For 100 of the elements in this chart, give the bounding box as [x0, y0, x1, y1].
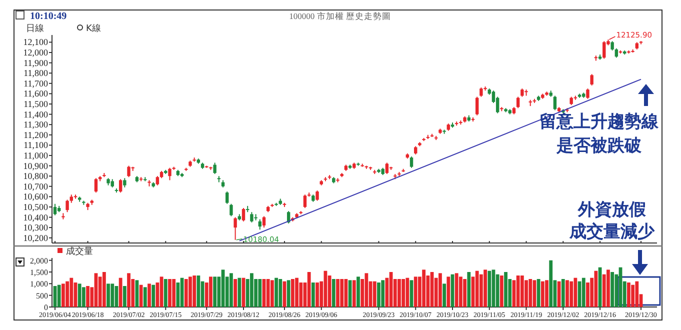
candlestick — [614, 48, 618, 58]
bar — [184, 279, 188, 307]
y-tick-label: 10,500 — [23, 202, 48, 212]
candlestick — [410, 156, 414, 168]
bar — [78, 284, 82, 307]
y-tick-label: 11,200 — [24, 130, 48, 140]
bar — [234, 279, 238, 307]
bar — [148, 284, 151, 307]
bar — [356, 276, 360, 307]
candlestick — [118, 178, 122, 194]
chart-subtitle: 日線 — [26, 23, 44, 34]
bar — [213, 276, 217, 307]
bar — [402, 279, 406, 307]
candlestick — [242, 207, 246, 222]
bar — [118, 278, 122, 307]
candlestick — [258, 218, 262, 230]
bar — [504, 272, 508, 307]
candlestick — [303, 194, 307, 208]
annotation: 留意上升趨勢線 — [540, 112, 660, 132]
y-tick-label: 12,000 — [23, 48, 48, 58]
y-tick-label: 10,800 — [23, 171, 48, 182]
candlestick — [156, 176, 160, 186]
bar — [110, 284, 114, 307]
bar — [442, 284, 446, 307]
bar — [574, 278, 578, 307]
bar — [528, 279, 532, 307]
y-tick-label: 11,700 — [24, 78, 48, 88]
candlestick — [480, 87, 483, 98]
candlestick — [127, 165, 130, 178]
bar — [631, 284, 635, 307]
candlestick — [590, 74, 594, 86]
text: K線 — [86, 23, 101, 34]
y-tick-label: 11,800 — [24, 68, 48, 78]
bar — [102, 272, 106, 307]
candlestick — [226, 191, 229, 204]
y-tick-label: 11,900 — [24, 58, 48, 68]
bar — [582, 278, 586, 307]
bar — [377, 282, 380, 307]
bar — [278, 279, 282, 307]
candlestick — [586, 88, 590, 100]
bar — [66, 281, 69, 307]
bar — [475, 270, 479, 307]
candlestick — [262, 216, 266, 228]
y-tick-label: 11,600 — [24, 88, 48, 99]
bar — [594, 270, 598, 307]
bar — [536, 279, 540, 307]
bar — [406, 278, 410, 307]
candlestick — [553, 95, 557, 111]
bar — [516, 276, 520, 307]
y-tick-label: 10,400 — [23, 212, 48, 222]
bar — [266, 279, 270, 307]
bar — [372, 281, 376, 307]
bar — [70, 278, 74, 307]
bar — [610, 272, 614, 307]
y-tick-label: 12,100 — [23, 37, 48, 48]
bar — [230, 273, 233, 307]
bar — [463, 279, 466, 307]
bar — [520, 276, 524, 307]
bar — [143, 287, 147, 307]
candlestick — [316, 190, 319, 202]
y-tick-label: 0 — [44, 303, 48, 312]
legend-label: 成交量 — [66, 246, 93, 257]
y-tick-label: 11,500 — [24, 98, 48, 109]
bar — [467, 272, 471, 307]
bar — [168, 279, 172, 307]
bar — [540, 281, 544, 307]
bar — [307, 272, 311, 307]
y-tick-label: 10,900 — [23, 160, 48, 171]
bar — [364, 273, 368, 307]
candlestick — [385, 162, 389, 175]
bar — [106, 284, 110, 307]
bar — [258, 279, 262, 307]
bar — [152, 284, 156, 307]
bar — [270, 280, 274, 307]
candlestick — [213, 162, 216, 175]
bar — [122, 286, 126, 307]
bar — [86, 286, 90, 307]
bar — [82, 287, 86, 307]
bar — [438, 273, 442, 307]
bar — [286, 280, 290, 307]
bar — [196, 276, 200, 307]
bar — [398, 279, 401, 307]
bar — [446, 276, 450, 307]
y-tick-label: 11,100 — [24, 140, 48, 150]
bar — [484, 270, 487, 307]
bar — [352, 280, 356, 307]
bar — [454, 273, 458, 307]
bar — [311, 282, 315, 307]
bar — [164, 279, 168, 307]
bar — [570, 281, 574, 307]
chart-title: 100000 市加權 歷史走勢圖 — [289, 11, 391, 21]
bar — [549, 260, 553, 307]
bar — [57, 284, 61, 307]
bar — [627, 282, 630, 307]
candlestick — [123, 178, 126, 188]
bar — [545, 280, 548, 307]
bar — [295, 278, 298, 307]
annotation: 是否被跌破 — [556, 136, 642, 156]
y-tick-label: 1,000 — [30, 280, 48, 289]
bar — [422, 270, 426, 307]
